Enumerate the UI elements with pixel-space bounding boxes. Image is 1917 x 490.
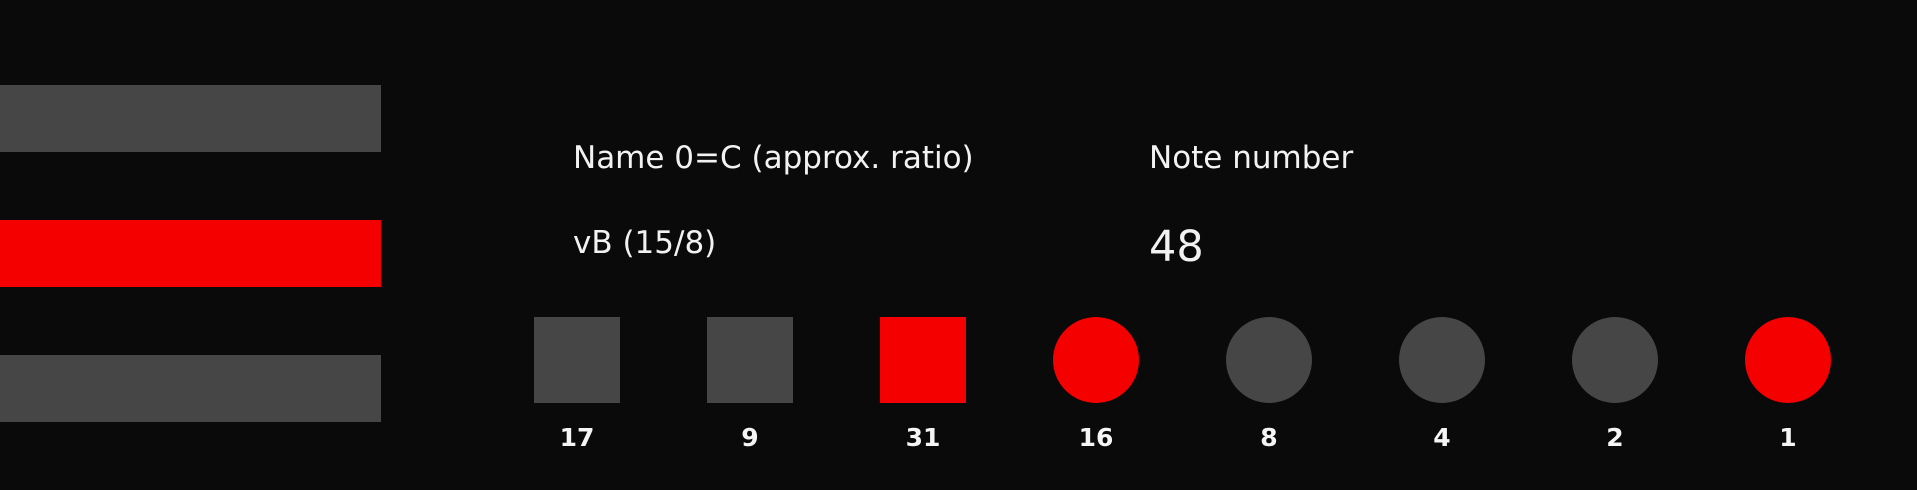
note-name-label: Name 0=C (approx. ratio) [573, 140, 974, 176]
circle-toggle[interactable] [1226, 317, 1312, 403]
value-button-9[interactable]: 9 [707, 317, 880, 467]
value-label: 16 [1078, 423, 1114, 452]
square-toggle[interactable] [707, 317, 793, 403]
value-button-1[interactable]: 1 [1745, 317, 1917, 467]
value-button-17[interactable]: 17 [534, 317, 707, 467]
value-button-31[interactable]: 31 [880, 317, 1053, 467]
value-button-row: 17 9 31 16 8 4 2 1 [534, 317, 1834, 467]
circle-toggle[interactable] [1745, 317, 1831, 403]
value-label: 17 [559, 423, 595, 452]
value-button-16[interactable]: 16 [1053, 317, 1226, 467]
value-button-4[interactable]: 4 [1399, 317, 1572, 467]
square-toggle[interactable] [534, 317, 620, 403]
note-number-label: Note number [1149, 140, 1354, 176]
value-button-2[interactable]: 2 [1572, 317, 1745, 467]
value-label: 4 [1433, 423, 1451, 452]
value-label: 31 [905, 423, 941, 452]
note-number-value: 48 [1149, 222, 1204, 272]
value-label: 9 [741, 423, 759, 452]
value-button-8[interactable]: 8 [1226, 317, 1399, 467]
circle-toggle[interactable] [1053, 317, 1139, 403]
value-label: 1 [1779, 423, 1797, 452]
value-label: 8 [1260, 423, 1278, 452]
bar-middle[interactable] [0, 220, 381, 287]
value-label: 2 [1606, 423, 1624, 452]
circle-toggle[interactable] [1572, 317, 1658, 403]
note-name-value: vB (15/8) [573, 225, 717, 261]
bar-top[interactable] [0, 85, 381, 152]
bar-bottom[interactable] [0, 355, 381, 422]
circle-toggle[interactable] [1399, 317, 1485, 403]
square-toggle[interactable] [880, 317, 966, 403]
